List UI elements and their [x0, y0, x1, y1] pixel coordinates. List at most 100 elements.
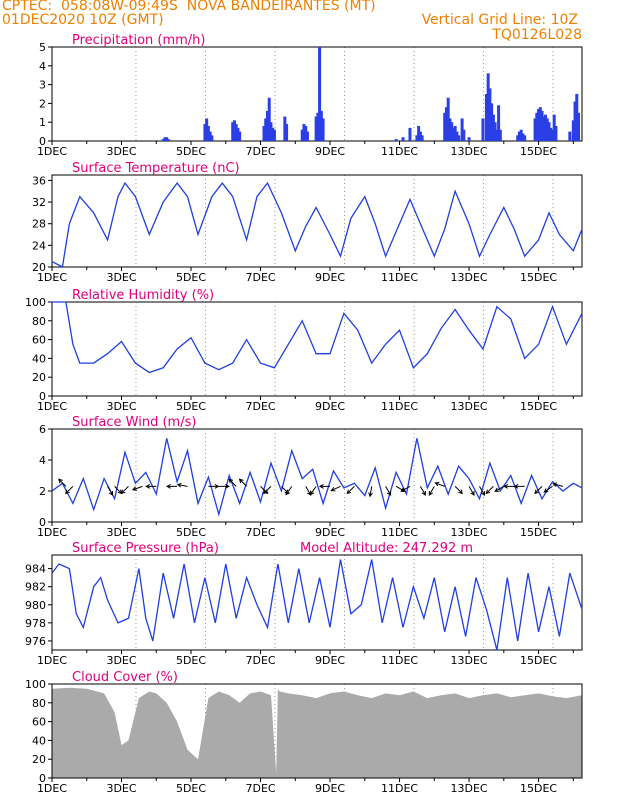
y-tick-label: 6 — [39, 423, 46, 436]
precip-bar — [302, 124, 306, 141]
wind-vector — [263, 485, 272, 495]
precip-bar — [408, 127, 412, 141]
precip-bar — [316, 112, 320, 141]
precip-bar — [272, 129, 276, 141]
wind-vector-head — [534, 489, 539, 495]
x-tick-label: 1DEC — [37, 654, 67, 667]
x-tick-label: 11DEC — [381, 400, 418, 413]
wind-vector-shaft — [331, 485, 341, 492]
x-tick-label: 13DEC — [450, 654, 487, 667]
wind-vector-head — [543, 488, 549, 493]
precip-bar — [420, 135, 424, 141]
precip-bar — [304, 125, 308, 141]
precip-bar — [549, 127, 553, 141]
y-tick-label: 0 — [39, 135, 46, 148]
x-tick-label: 1DEC — [37, 526, 67, 539]
wind-vector-head — [552, 482, 558, 487]
wind-vector-head — [285, 490, 290, 496]
wind-vector-head — [470, 490, 475, 496]
x-tick-label: 13DEC — [450, 526, 487, 539]
precip-bar — [166, 139, 170, 141]
wind-vector — [454, 485, 463, 495]
wind-vector-head — [513, 483, 519, 489]
cloud-area — [52, 687, 582, 778]
precip-bar — [573, 101, 577, 141]
x-tick-label: 11DEC — [381, 782, 418, 795]
precip-bar — [542, 116, 546, 141]
precip-bar — [318, 47, 322, 141]
wind-vector-shaft — [485, 485, 494, 494]
precip-bar — [488, 88, 492, 141]
precip-bar — [401, 137, 405, 141]
wind-vector — [428, 486, 435, 496]
x-tick-label: 15DEC — [520, 145, 557, 158]
precip-bar — [321, 118, 325, 141]
precip-bar — [491, 114, 495, 141]
wind-vector — [208, 483, 220, 489]
wind-vector-head — [166, 483, 171, 489]
precip-bar — [208, 131, 212, 141]
precip-bar — [568, 131, 572, 141]
precip-bar — [206, 125, 210, 141]
precip-bar — [446, 97, 450, 141]
wind-vector-shaft — [401, 485, 411, 492]
wind-vector-shaft — [239, 478, 247, 487]
wind-vector — [419, 486, 426, 496]
wind-vector-head — [421, 490, 426, 496]
wind-vector-head — [485, 489, 491, 495]
precip-bar — [163, 137, 167, 141]
wind-vector-head — [386, 490, 392, 496]
wind-vector-shaft — [346, 485, 355, 494]
wind-vector-shaft — [494, 485, 505, 492]
y-tick-label: 32 — [32, 196, 46, 209]
precip-bar — [238, 131, 242, 141]
x-tick-label: 9DEC — [315, 271, 345, 284]
wind-vector — [65, 485, 74, 495]
wind-vector-shaft — [543, 485, 553, 493]
precip-bar — [575, 94, 579, 141]
wind-vector-shaft — [132, 485, 143, 491]
x-tick-label: 5DEC — [176, 526, 206, 539]
wind-vector — [368, 486, 373, 498]
wind-vector-head — [145, 483, 151, 489]
x-tick-label: 11DEC — [381, 145, 418, 158]
precip-bar — [517, 131, 521, 141]
precip-bar — [305, 131, 309, 141]
panel-title: Surface Pressure (hPa) — [72, 541, 219, 556]
precip-bar — [545, 118, 549, 141]
y-tick-label: 40 — [32, 352, 46, 365]
x-tick-label: 13DEC — [450, 400, 487, 413]
precip-bar — [285, 124, 289, 141]
y-tick-label: 40 — [32, 734, 46, 747]
wind-vector — [485, 485, 494, 495]
y-tick-label: 100 — [25, 678, 46, 691]
wind-vector — [479, 486, 485, 496]
series-line — [51, 438, 583, 517]
precip-bar — [203, 124, 207, 141]
wind-vector-head — [214, 483, 220, 489]
wind-vector-head — [480, 490, 485, 496]
x-tick-label: 15DEC — [520, 782, 557, 795]
y-tick-label: 0 — [39, 516, 46, 529]
precip-bar — [577, 112, 581, 141]
x-tick-label: 15DEC — [520, 271, 557, 284]
x-tick-label: 15DEC — [520, 526, 557, 539]
series-line — [51, 181, 583, 268]
precip-bar — [300, 129, 304, 141]
y-tick-label: 60 — [32, 716, 46, 729]
wind-vector — [285, 486, 293, 496]
y-tick-label: 80 — [32, 315, 46, 328]
precip-bar — [486, 73, 490, 141]
x-tick-label: 5DEC — [176, 145, 206, 158]
panel-5: 0 20 40 60 80 100 1DEC 3DEC 5DEC 7DEC 9DEC 11DEC 13D… — [25, 670, 583, 795]
wind-vector — [58, 478, 67, 487]
wind-vector-head — [309, 490, 315, 496]
x-tick-label: 7DEC — [245, 526, 275, 539]
wind-vector-head — [503, 483, 508, 489]
wind-vector-head — [346, 489, 352, 495]
x-tick-label: 3DEC — [106, 400, 136, 413]
panel-0: 0 1 2 3 4 5 1DEC 3DEC 5DEC 7DEC 9DEC 11DEC 13DEC 15DE… — [37, 33, 583, 158]
precip-bar — [264, 118, 268, 141]
wind-vector-shaft — [58, 478, 67, 487]
wind-vector — [513, 483, 525, 489]
